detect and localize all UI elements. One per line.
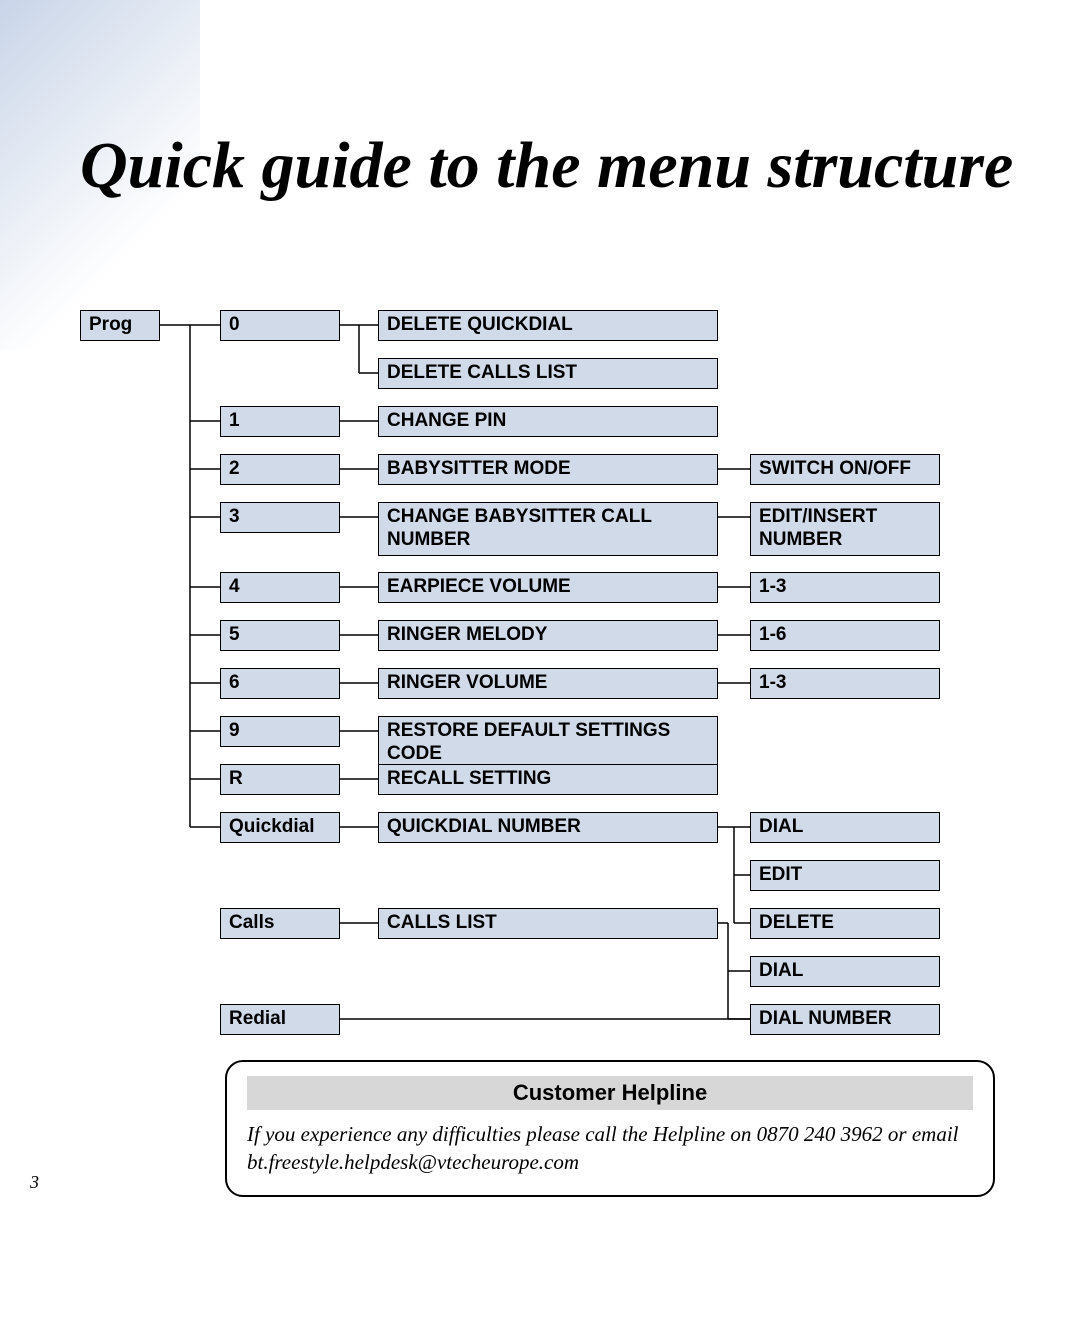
node-change_babysitter: CHANGE BABYSITTER CALL NUMBER	[378, 502, 718, 556]
node-calls: Calls	[220, 908, 340, 939]
helpline-body: If you experience any difficulties pleas…	[247, 1120, 973, 1177]
node-delete_calls_list: DELETE CALLS LIST	[378, 358, 718, 389]
node-restore: RESTORE DEFAULT SETTINGS CODE	[378, 716, 718, 770]
node-dial1: DIAL	[750, 812, 940, 843]
node-ringer_melody: RINGER MELODY	[378, 620, 718, 651]
node-redial: Redial	[220, 1004, 340, 1035]
node-earpiece: EARPIECE VOLUME	[378, 572, 718, 603]
node-r1_3a: 1-3	[750, 572, 940, 603]
page-number: 3	[30, 1172, 39, 1193]
node-dial_number: DIAL NUMBER	[750, 1004, 940, 1035]
node-ringer_volume: RINGER VOLUME	[378, 668, 718, 699]
node-recall: RECALL SETTING	[378, 764, 718, 795]
node-n1: 1	[220, 406, 340, 437]
node-quickdial_number: QUICKDIAL NUMBER	[378, 812, 718, 843]
node-n2: 2	[220, 454, 340, 485]
node-change_pin: CHANGE PIN	[378, 406, 718, 437]
node-r1_3b: 1-3	[750, 668, 940, 699]
node-n3: 3	[220, 502, 340, 533]
helpline-header: Customer Helpline	[247, 1076, 973, 1110]
node-calls_list: CALLS LIST	[378, 908, 718, 939]
node-babysitter: BABYSITTER MODE	[378, 454, 718, 485]
node-delete_quickdial: DELETE QUICKDIAL	[378, 310, 718, 341]
node-n4: 4	[220, 572, 340, 603]
node-edit: EDIT	[750, 860, 940, 891]
node-n6: 6	[220, 668, 340, 699]
node-dial2: DIAL	[750, 956, 940, 987]
helpline-box: Customer Helpline If you experience any …	[225, 1060, 995, 1197]
node-n9: 9	[220, 716, 340, 747]
node-nR: R	[220, 764, 340, 795]
node-prog: Prog	[80, 310, 160, 341]
node-n0: 0	[220, 310, 340, 341]
node-delete1: DELETE	[750, 908, 940, 939]
page-title: Quick guide to the menu structure	[80, 130, 1013, 203]
node-r1_6: 1-6	[750, 620, 940, 651]
menu-structure-diagram: Prog 0 DELETE QUICKDIAL DELETE CALLS LIST 1 C…	[80, 310, 1000, 1030]
node-edit_insert: EDIT/INSERT NUMBER	[750, 502, 940, 556]
node-n5: 5	[220, 620, 340, 651]
node-quickdial: Quickdial	[220, 812, 340, 843]
page: Quick guide to the menu structure Prog 0 D…	[0, 0, 1080, 1328]
node-switch_onoff: SWITCH ON/OFF	[750, 454, 940, 485]
